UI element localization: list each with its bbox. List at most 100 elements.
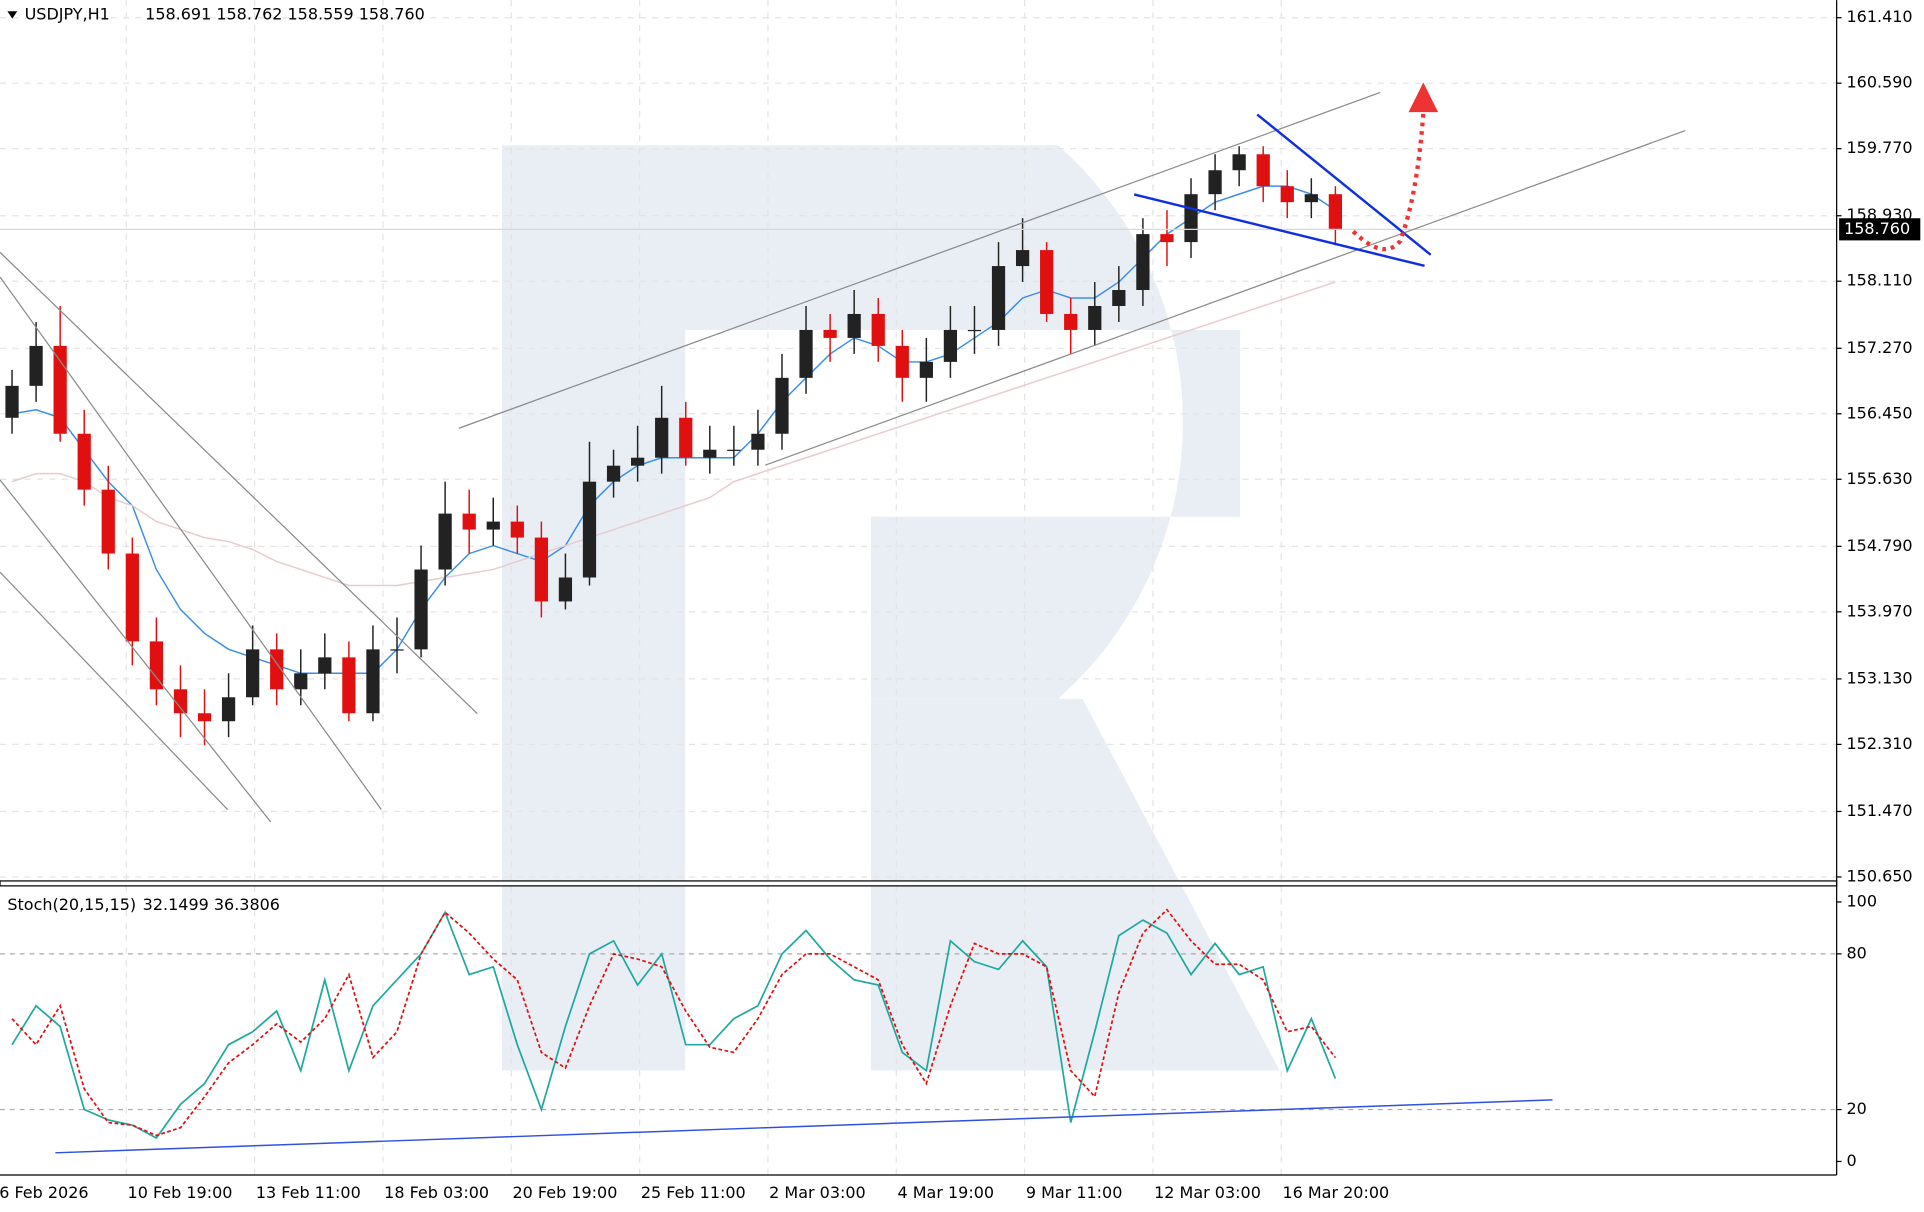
y-tick-label: 158.110	[1846, 271, 1912, 290]
y-tick-label: 161.410	[1846, 7, 1912, 26]
candle-body	[486, 521, 500, 530]
panel-separator	[0, 880, 1838, 887]
candle-body	[751, 433, 765, 450]
candle-body	[318, 657, 332, 674]
candle-body	[366, 649, 380, 714]
candle-body	[29, 345, 43, 386]
candle-body	[1015, 250, 1030, 267]
candle-body	[558, 577, 573, 602]
watermark	[501, 145, 1241, 1071]
candle-body	[390, 649, 404, 651]
candle-body	[1304, 194, 1318, 203]
y-tick-label: 20	[1846, 1099, 1866, 1118]
candle-body	[703, 449, 717, 458]
x-tick-label: 2 Mar 03:00	[769, 1183, 866, 1202]
candle-body	[462, 513, 476, 530]
candle-body	[847, 313, 861, 338]
candle-body	[438, 513, 452, 570]
candle-body	[510, 521, 524, 538]
candle-body	[53, 345, 67, 434]
candle-body	[1232, 154, 1246, 171]
candle-body	[871, 313, 885, 346]
plot	[0, 146, 1837, 1140]
candle-body	[101, 489, 115, 554]
x-tick-label: 9 Mar 11:00	[1026, 1183, 1123, 1202]
y-tick-label: 155.630	[1846, 469, 1912, 488]
candle-body	[1280, 186, 1294, 203]
candle-body	[221, 697, 236, 722]
y-tick-label: 157.270	[1846, 338, 1912, 357]
x-tick-label: 20 Feb 19:00	[513, 1183, 618, 1202]
candle-body	[1112, 290, 1126, 306]
candle-body	[1088, 305, 1102, 330]
candle-body	[1184, 194, 1198, 243]
stoch-line	[11, 910, 1337, 1140]
y-tick-label: 150.650	[1846, 866, 1912, 885]
stoch-trend-line	[55, 1099, 1553, 1154]
forecast-arrow	[1351, 113, 1426, 252]
candle-body	[173, 689, 188, 714]
candle-body	[197, 713, 212, 722]
y-tick-label: 0	[1846, 1151, 1856, 1170]
candle-body	[414, 569, 428, 650]
candle-body	[727, 449, 741, 451]
candle-body	[294, 673, 308, 690]
grid	[0, 0, 1837, 1175]
y-tick-label: 154.790	[1846, 536, 1912, 555]
candle-body	[1136, 234, 1150, 291]
candle-body	[775, 377, 789, 434]
candle-body	[77, 433, 91, 490]
trend-line	[0, 479, 272, 823]
moving-average	[11, 281, 1336, 587]
candle-body	[943, 329, 958, 362]
candle-body	[342, 657, 356, 714]
wedge-line	[1256, 113, 1432, 256]
candle-body	[895, 345, 909, 378]
stoch-line	[11, 908, 1337, 1137]
menu-triangle	[7, 11, 18, 19]
chart-title: USDJPY,H1	[25, 4, 110, 23]
arrow-head	[1408, 82, 1439, 113]
channel-line	[764, 129, 1686, 466]
candle-body	[5, 385, 19, 418]
y-tick-label: 151.470	[1846, 801, 1912, 820]
candle-body	[1256, 154, 1270, 187]
y-tick-label: 152.310	[1846, 734, 1912, 753]
chart-subtitle: 158.691 158.762 158.559 158.760	[145, 4, 425, 23]
indicator-title: Stoch(20,15,15)	[7, 895, 136, 914]
moving-average	[11, 185, 1336, 675]
x-tick-label: 4 Mar 19:00	[898, 1183, 995, 1202]
x-tick-label: 6 Feb 2026	[0, 1183, 89, 1202]
candle-body	[799, 329, 813, 378]
candle-body	[679, 417, 693, 458]
candle-body	[606, 465, 621, 482]
candle-body	[1208, 170, 1222, 195]
x-tick-label: 10 Feb 19:00	[128, 1183, 233, 1202]
indicator-values: 32.1499 36.3806	[143, 895, 280, 914]
y-tick-label: 160.590	[1846, 73, 1912, 92]
candle-body	[655, 417, 669, 458]
candle-body	[1160, 234, 1174, 243]
frame	[0, 0, 1838, 1176]
y-tick-label: 100	[1846, 891, 1877, 910]
candle-body	[149, 641, 164, 690]
trend-line	[0, 571, 229, 811]
candle-body	[582, 481, 597, 578]
candle-body	[991, 266, 1006, 330]
y-tick-label: 156.450	[1846, 403, 1912, 422]
x-tick-label: 18 Feb 03:00	[384, 1183, 489, 1202]
candle-body	[967, 329, 982, 332]
y-tick-label: 153.130	[1846, 668, 1912, 687]
x-tick-label: 16 Mar 20:00	[1282, 1183, 1389, 1202]
trend-line	[0, 251, 478, 715]
x-tick-label: 12 Mar 03:00	[1154, 1183, 1261, 1202]
price-tag-label: 158.760	[1844, 219, 1910, 238]
candle-body	[823, 329, 837, 338]
annotations	[0, 82, 1686, 1154]
x-tick-label: 25 Feb 11:00	[641, 1183, 746, 1202]
labels: USDJPY,H1 158.691 158.762 158.559 158.76…	[0, 4, 1921, 1202]
candle-body	[1328, 194, 1343, 230]
channel-line	[458, 91, 1381, 429]
